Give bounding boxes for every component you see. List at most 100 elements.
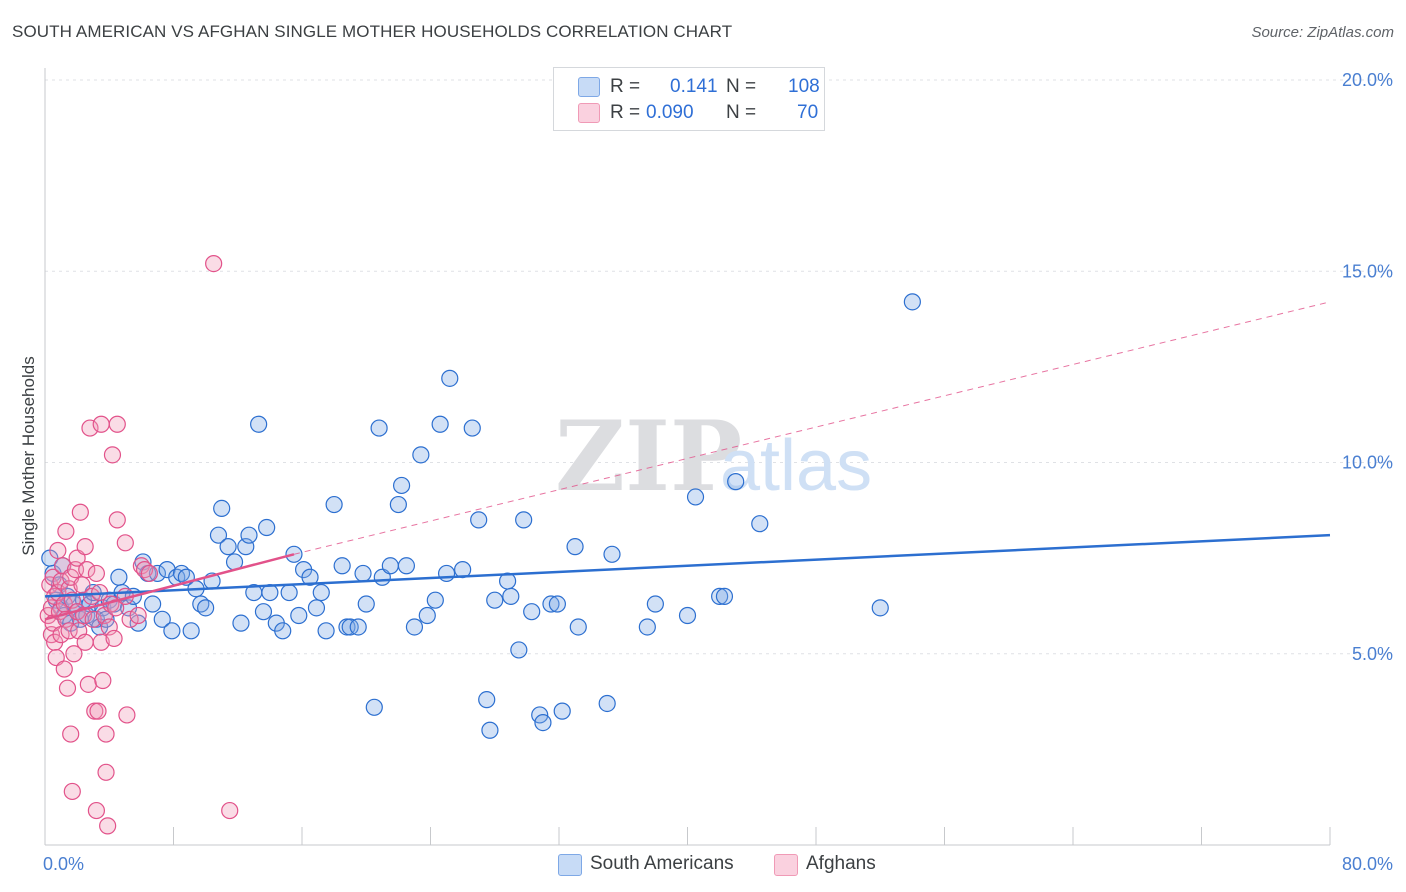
data-point: [182, 622, 200, 640]
data-point: [481, 721, 499, 739]
data-point: [76, 538, 94, 556]
data-point: [502, 587, 520, 605]
data-point: [715, 587, 734, 605]
data-point: [58, 679, 77, 697]
data-point: [389, 495, 407, 514]
data-point: [470, 511, 488, 529]
legend-r-label: R =: [610, 76, 641, 97]
data-point: [103, 446, 122, 464]
data-point: [478, 691, 496, 709]
data-point: [727, 473, 745, 491]
y-axis-title: Single Mother Households: [19, 356, 38, 555]
data-point: [274, 622, 292, 640]
data-point: [566, 538, 584, 556]
data-point: [78, 560, 96, 579]
data-point: [97, 725, 115, 743]
data-point: [333, 557, 351, 575]
trend-lines: [44, 301, 1331, 621]
data-point: [92, 415, 110, 433]
y-tick-label: 20.0%: [1342, 70, 1393, 90]
data-point: [99, 817, 117, 835]
data-point: [79, 675, 97, 693]
data-point: [57, 522, 75, 540]
legend-n-label: N =: [726, 76, 757, 97]
data-point: [426, 591, 444, 609]
data-point: [751, 515, 769, 533]
data-point: [81, 419, 99, 437]
data-point: [312, 583, 330, 602]
chart-title: SOUTH AMERICAN VS AFGHAN SINGLE MOTHER H…: [12, 22, 733, 41]
bottom-legend-label: Afghans: [806, 853, 876, 874]
data-point: [62, 725, 80, 743]
data-point: [118, 706, 136, 724]
data-point: [116, 534, 134, 552]
data-point: [437, 564, 456, 583]
data-point: [92, 633, 110, 651]
data-point: [76, 633, 94, 651]
data-point: [354, 564, 372, 583]
data-point: [405, 618, 424, 636]
tick-labels: 5.0% 10.0% 15.0% 20.0% 0.0% 80.0%: [43, 70, 1393, 874]
data-point: [63, 782, 81, 801]
data-point: [357, 595, 375, 613]
data-point: [108, 415, 126, 433]
data-point: [94, 671, 112, 690]
data-point: [646, 595, 664, 613]
data-point: [431, 415, 449, 433]
bottom-legend-label: South Americans: [590, 853, 734, 874]
data-point: [534, 713, 552, 732]
data-point: [153, 610, 171, 628]
legend-r-value: 0.141: [670, 76, 718, 97]
watermark-atlas: atlas: [720, 426, 872, 506]
data-point: [73, 576, 91, 594]
data-point: [510, 641, 528, 659]
data-point: [515, 511, 533, 529]
watermark-zip: ZIP: [555, 400, 742, 513]
data-point: [441, 369, 459, 387]
y-tick-label: 5.0%: [1352, 644, 1393, 664]
data-point: [163, 622, 181, 640]
data-point: [523, 603, 541, 621]
data-point: [307, 599, 326, 617]
legend-swatch-blue: [578, 77, 600, 97]
trend-line-afghans-extension: [293, 301, 1331, 555]
data-point: [678, 606, 697, 625]
data-point: [542, 595, 560, 613]
data-point: [71, 503, 89, 521]
legend-r-label: R =: [610, 102, 641, 123]
data-point: [232, 614, 250, 632]
x-tick-label: 80.0%: [1342, 854, 1393, 874]
legend-swatch-pink: [578, 103, 600, 123]
data-point: [548, 595, 566, 613]
legend-n-value: 108: [788, 76, 820, 97]
legend-box: R = 0.141 N = 108 R = 0.090 N = 70: [553, 67, 825, 131]
data-point: [55, 660, 73, 678]
data-point: [110, 568, 128, 586]
data-point: [903, 293, 921, 311]
data-point: [49, 541, 67, 560]
data-point: [121, 610, 139, 628]
data-point: [418, 606, 436, 625]
data-point: [290, 606, 308, 625]
trend-line-south-americans: [44, 533, 1331, 598]
data-point: [129, 606, 147, 625]
axes: [44, 68, 1331, 846]
south-americans-points: [41, 293, 921, 739]
data-point: [87, 564, 106, 583]
data-point: [87, 801, 106, 820]
x-tick-label: 0.0%: [43, 854, 84, 874]
data-point: [638, 618, 656, 636]
trend-line-afghans: [44, 553, 295, 621]
data-point: [603, 545, 621, 563]
data-point: [197, 599, 215, 617]
data-point: [392, 476, 411, 495]
data-point: [711, 587, 729, 605]
data-point: [240, 526, 258, 544]
data-point: [397, 557, 416, 575]
data-point: [486, 591, 504, 609]
data-point: [60, 622, 78, 640]
bottom-legend-swatch-pink: [774, 854, 798, 876]
data-point: [412, 446, 430, 464]
data-point: [209, 526, 228, 544]
